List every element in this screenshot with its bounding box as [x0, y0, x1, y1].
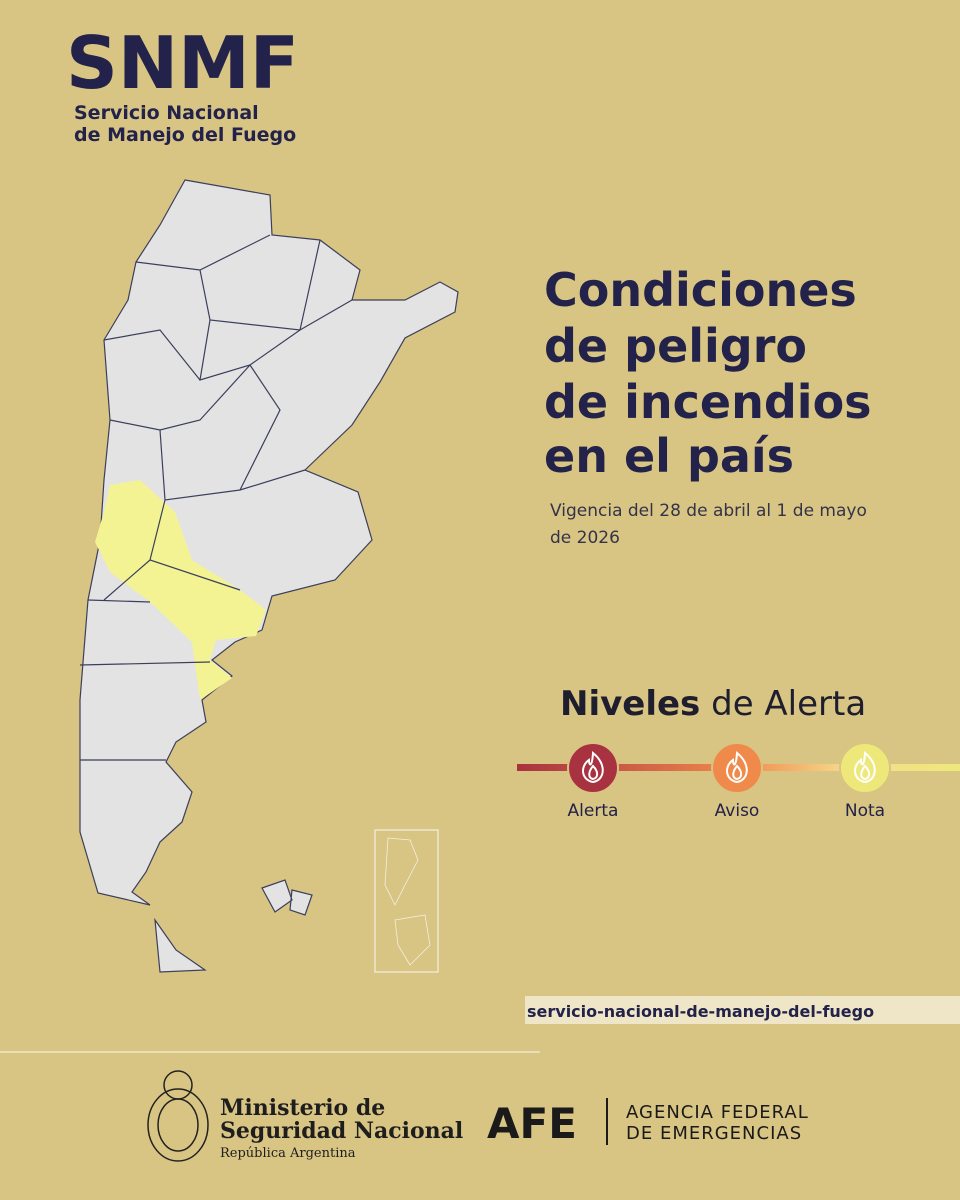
- ministry: Seguridad Nacional: [220, 1118, 463, 1144]
- level-icon: [711, 742, 763, 794]
- validity: Vigencia del 28 de abril al 1 de mayo: [550, 501, 867, 521]
- legend-title-bold: Niveles: [560, 684, 700, 724]
- flame: [726, 751, 748, 784]
- level-icon: [567, 742, 619, 794]
- title-line: en el país: [544, 429, 794, 483]
- agency-short: AFE: [487, 1099, 577, 1148]
- level-icon: [839, 742, 891, 794]
- antarctica-inset: [374, 829, 439, 973]
- agency: AGENCIA FEDERAL: [626, 1102, 809, 1123]
- country: República Argentina: [220, 1146, 356, 1161]
- logo: SNMF: [66, 21, 299, 105]
- province-lines: [79, 234, 353, 761]
- url-bar: [525, 996, 960, 1024]
- inset-map: [384, 837, 431, 966]
- agency: DE EMERGENCIAS: [626, 1123, 802, 1144]
- title: Condiciones de peligro de incendios en el p…: [544, 263, 872, 483]
- flame: [854, 751, 876, 784]
- url: servicio-nacional-de-manejo-del-fuego: [527, 1002, 874, 1021]
- tierra-del-fuego: [154, 917, 207, 973]
- map: [79, 179, 459, 973]
- ministry: Ministerio de: [220, 1095, 385, 1121]
- legend-title-rest: de Alerta: [711, 684, 866, 724]
- title-line: de peligro: [544, 319, 807, 373]
- malvinas: [261, 879, 313, 916]
- validity: de 2026: [550, 528, 620, 548]
- title-line: Condiciones: [544, 263, 857, 317]
- levels: Alerta Aviso Nota: [567, 742, 891, 821]
- level-label: Alerta: [568, 801, 619, 821]
- level-label: Aviso: [715, 801, 760, 821]
- coat-of-arms: [147, 1070, 209, 1162]
- flame: [582, 751, 604, 784]
- logo-subtitle: Servicio Nacional: [74, 102, 259, 124]
- level-label: Nota: [845, 801, 885, 821]
- fire-zone: [95, 480, 266, 700]
- title-line: de incendios: [544, 375, 872, 429]
- legend-title: Niveles de Alerta: [560, 684, 866, 724]
- logo-subtitle: de Manejo del Fuego: [74, 124, 296, 146]
